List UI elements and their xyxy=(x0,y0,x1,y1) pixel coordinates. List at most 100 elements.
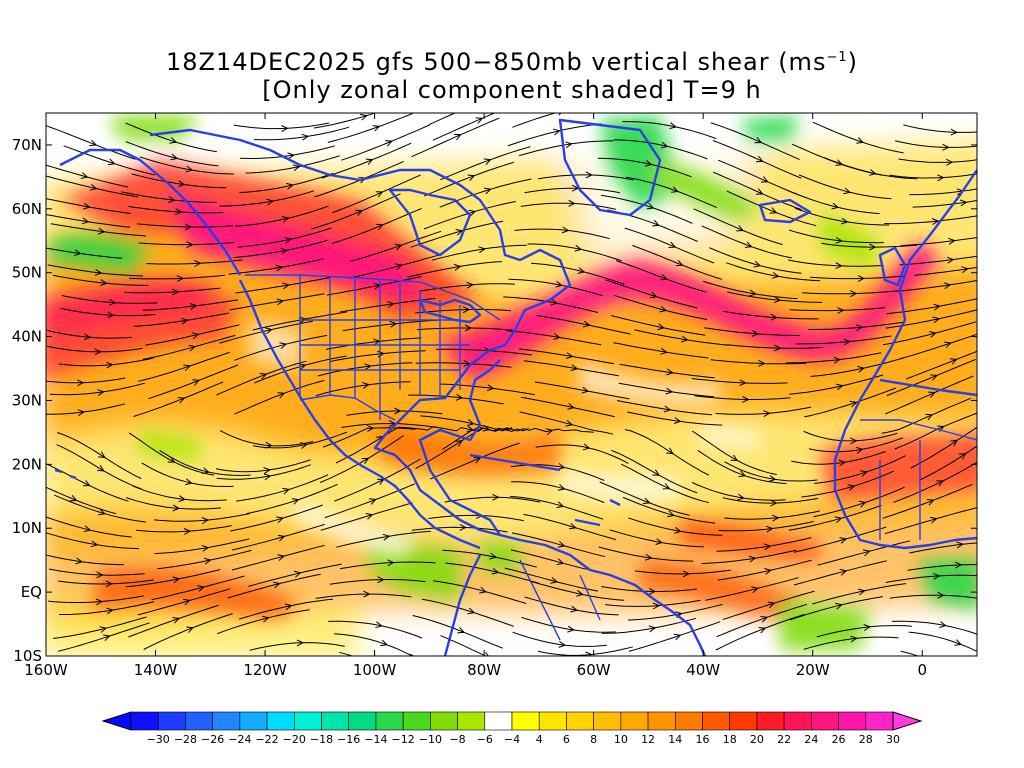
lon-label: 40W xyxy=(686,661,720,679)
colorbar-swatch xyxy=(457,711,486,731)
lat-label: 40N xyxy=(12,328,42,346)
colorbar-label: 26 xyxy=(832,733,846,746)
lat-label: 10S xyxy=(13,647,42,665)
colorbar-label: 18 xyxy=(723,733,737,746)
colorbar-high-arrow xyxy=(892,711,923,731)
colorbar-swatch xyxy=(783,711,812,731)
colorbar-swatch xyxy=(321,711,350,731)
map-title: 18Z14DEC2025 gfs 500−850mb vertical shea… xyxy=(0,44,1024,104)
colorbar-label: −14 xyxy=(364,733,387,746)
colorbar-swatch xyxy=(348,711,377,731)
colorbar-swatch xyxy=(375,711,404,731)
colorbar-swatch xyxy=(729,711,758,731)
caribbean xyxy=(469,453,621,527)
colorbar-swatch xyxy=(130,711,159,731)
colorbar-swatch xyxy=(212,711,241,731)
colorbar-swatch xyxy=(620,711,649,731)
title-line-2: [Only zonal component shaded] T=9 h xyxy=(262,76,762,104)
lat-label: 20N xyxy=(12,455,42,473)
west-coast xyxy=(238,279,481,550)
colorbar-label: 12 xyxy=(641,733,655,746)
colorbar-swatch xyxy=(430,711,458,731)
colorbar-label: −16 xyxy=(337,733,360,746)
mediterranean xyxy=(879,378,977,397)
coastlines xyxy=(54,118,977,656)
lon-label: 140W xyxy=(134,661,178,679)
colorbar-label: −10 xyxy=(419,733,442,746)
colorbar-swatch xyxy=(293,711,322,731)
political-borders xyxy=(245,274,977,641)
colorbar-swatch xyxy=(756,711,785,731)
colorbar-label: 6 xyxy=(563,733,570,746)
iceland-coast xyxy=(758,198,812,224)
lon-label: 80W xyxy=(467,661,501,679)
colorbar-label: −28 xyxy=(174,733,197,746)
lon-label: 160W xyxy=(24,661,68,679)
south-america-coast xyxy=(443,533,707,656)
colorbar-label: −22 xyxy=(255,733,278,746)
lon-label: 0 xyxy=(917,661,927,679)
alaska-coast xyxy=(59,148,242,276)
colorbar: −30 −28 −26 −24 −22 −20 −18 −16 −14 −12 −10 −8 −6 −4 4… xyxy=(101,711,923,746)
us-canada-border xyxy=(245,274,501,321)
lat-label: 30N xyxy=(12,391,42,409)
colorbar-swatch xyxy=(538,711,567,731)
colorbar-label: −6 xyxy=(477,733,493,746)
colorbar-label: −18 xyxy=(310,733,333,746)
lat-label: 60N xyxy=(12,200,42,218)
colorbar-swatch xyxy=(702,711,731,731)
hudson-bay xyxy=(388,188,472,257)
colorbar-low-arrow xyxy=(101,711,132,731)
colorbar-swatch xyxy=(185,711,213,731)
colorbar-label: 14 xyxy=(668,733,682,746)
colorbar-label: −24 xyxy=(228,733,251,746)
colorbar-label: −26 xyxy=(201,733,224,746)
colorbar-swatch xyxy=(484,711,513,731)
colorbar-label: 30 xyxy=(886,733,900,746)
colorbar-label: 24 xyxy=(804,733,818,746)
us-state-lines xyxy=(299,275,470,420)
lat-label: EQ xyxy=(21,583,42,601)
latitude-labels: 70N 60N 50N 40N 30N 20N 10N EQ 10S xyxy=(12,136,42,665)
colorbar-label: 4 xyxy=(536,733,543,746)
south-america-borders xyxy=(519,559,601,641)
title-line-1: 18Z14DEC2025 gfs 500−850mb vertical shea… xyxy=(165,48,858,76)
colorbar-label: −30 xyxy=(147,733,170,746)
colorbar-swatch xyxy=(266,711,295,731)
colorbar-swatch xyxy=(402,711,431,731)
lon-label: 100W xyxy=(353,661,397,679)
colorbar-label: 28 xyxy=(859,733,873,746)
colorbar-label: −12 xyxy=(392,733,415,746)
colorbar-swatch xyxy=(239,711,268,731)
uk-coast xyxy=(878,246,907,287)
colorbar-label: 22 xyxy=(777,733,791,746)
north-america-coast xyxy=(149,128,572,537)
europe-africa-coast xyxy=(833,169,977,550)
hawaii-islands xyxy=(54,468,77,480)
axis-ticks xyxy=(45,113,977,657)
colorbar-label: −20 xyxy=(283,733,306,746)
longitude-labels: 160W 140W 120W 100W 80W 60W 40W 20W 0 xyxy=(24,661,927,679)
colorbar-label: 16 xyxy=(696,733,710,746)
lat-label: 70N xyxy=(12,136,42,154)
colorbar-swatch xyxy=(511,711,540,731)
great-lakes xyxy=(418,298,482,324)
colorbar-swatch xyxy=(566,711,594,731)
lat-label: 50N xyxy=(12,264,42,282)
lon-label: 20W xyxy=(796,661,830,679)
lon-label: 60W xyxy=(577,661,611,679)
colorbar-swatch xyxy=(647,711,676,731)
greenland-coast xyxy=(558,118,662,217)
colorbar-label: 20 xyxy=(750,733,764,746)
lat-label: 10N xyxy=(12,519,42,537)
colorbar-swatch xyxy=(157,711,186,731)
colorbar-swatch xyxy=(865,711,894,731)
colorbar-label: −8 xyxy=(449,733,465,746)
colorbar-label: 8 xyxy=(590,733,597,746)
colorbar-swatch xyxy=(811,711,839,731)
colorbar-swatch xyxy=(593,711,622,731)
colorbar-label: 10 xyxy=(614,733,628,746)
colorbar-swatch xyxy=(838,711,867,731)
africa-borders xyxy=(860,419,977,540)
